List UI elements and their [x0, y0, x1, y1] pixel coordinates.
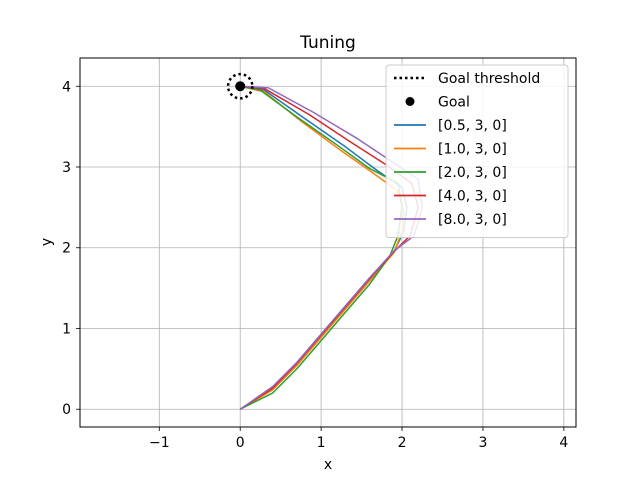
x-tick-label: 1: [317, 435, 326, 451]
legend-label: [4.0, 3, 0]: [438, 189, 507, 205]
y-tick-label: 0: [62, 402, 71, 418]
legend-box: [385, 64, 569, 238]
x-tick-label: −1: [149, 435, 170, 451]
y-tick-label: 4: [62, 79, 71, 95]
x-tick-label: 4: [559, 435, 568, 451]
goal-threshold-circle: [226, 72, 254, 100]
chart-title: Tuning: [299, 33, 356, 53]
x-tick-label: 3: [478, 435, 487, 451]
legend-label: [0.5, 3, 0]: [438, 118, 507, 134]
legend-label: [1.0, 3, 0]: [438, 142, 507, 158]
legend-label: Goal threshold: [438, 71, 540, 87]
legend: Goal threshold Goal [0.5, 3, 0] [1.0, 3, 0]…: [385, 64, 569, 238]
x-axis-label: x: [324, 457, 332, 473]
legend-label: Goal: [438, 95, 470, 111]
x-tick-label: 2: [398, 435, 407, 451]
ticks: −1 0 1 2 3 4 0 1 2 3 4: [62, 79, 568, 451]
legend-label: [8.0, 3, 0]: [438, 212, 507, 228]
goal-marker: [235, 81, 246, 92]
legend-swatch-goal: [405, 97, 415, 106]
y-axis-label: y: [39, 238, 55, 246]
x-tick-label: 0: [236, 435, 245, 451]
legend-label: [2.0, 3, 0]: [438, 165, 507, 181]
goal-layer: [226, 72, 254, 100]
y-tick-label: 2: [62, 241, 71, 257]
y-tick-label: 1: [62, 321, 71, 337]
y-tick-label: 3: [62, 160, 71, 176]
plot-frame: [79, 57, 577, 428]
